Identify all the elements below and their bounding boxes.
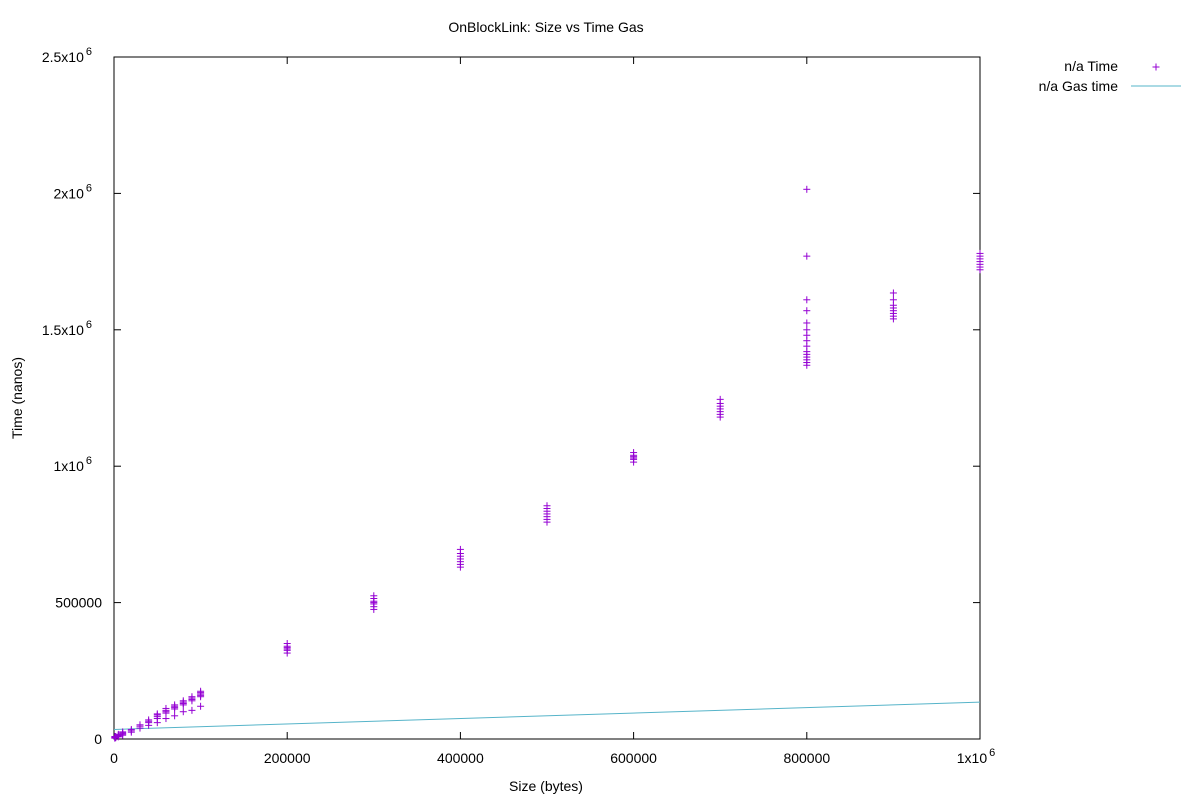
series-gas-time	[113, 701, 981, 730]
x-tick-label: 400000	[437, 750, 484, 766]
data-point	[188, 706, 196, 714]
y-tick-label: 0	[94, 731, 102, 747]
legend-marker-time	[1152, 63, 1160, 71]
y-tick-label: 1.5x10 6	[42, 319, 92, 338]
data-point	[370, 592, 378, 600]
data-point	[153, 710, 161, 718]
x-tick-label: 1x10 6	[957, 747, 995, 766]
data-point	[162, 704, 170, 712]
data-point	[197, 687, 205, 695]
data-point	[803, 296, 811, 304]
x-axis: 0 200000 400000 600000 800000 1x10 6	[110, 57, 995, 766]
y-axis-label: Time (nanos)	[9, 357, 25, 439]
data-point	[543, 502, 551, 510]
data-point	[145, 716, 153, 724]
legend-label-time: n/a Time	[1064, 58, 1118, 74]
y-axis: 0 500000 1x10 6 1.5x10 6 2x10 6 2.5x10 6	[42, 46, 980, 747]
y-tick-label: 1x10 6	[54, 455, 92, 474]
plot-frame	[113, 56, 981, 740]
data-point	[136, 721, 144, 729]
data-point	[803, 319, 811, 327]
data-point	[197, 702, 205, 710]
data-point	[803, 307, 811, 315]
data-point	[179, 708, 187, 716]
x-tick-label: 600000	[610, 750, 657, 766]
chart-title: OnBlockLink: Size vs Time Gas	[448, 19, 643, 35]
data-point	[889, 289, 897, 297]
data-point	[803, 252, 811, 260]
data-point	[803, 326, 811, 334]
legend: n/a Time n/a Gas time	[1039, 58, 1181, 94]
series-time	[111, 185, 984, 742]
data-point	[716, 395, 724, 403]
data-point	[630, 449, 638, 457]
legend-plus-marker	[1152, 63, 1160, 71]
data-point	[283, 640, 291, 648]
data-point	[171, 712, 179, 720]
y-tick-label: 2x10 6	[54, 182, 92, 201]
x-tick-label: 200000	[264, 750, 311, 766]
gas-time-line	[113, 701, 981, 730]
data-point	[171, 701, 179, 709]
data-point	[127, 725, 135, 733]
data-point	[188, 693, 196, 701]
data-point	[179, 697, 187, 705]
data-point	[119, 728, 127, 736]
legend-label-gas-time: n/a Gas time	[1039, 78, 1119, 94]
x-tick-label: 800000	[783, 750, 830, 766]
data-point	[456, 545, 464, 553]
data-point	[803, 185, 811, 193]
data-point	[889, 296, 897, 304]
y-tick-label: 2.5x10 6	[42, 46, 92, 65]
x-tick-label: 0	[110, 750, 118, 766]
data-point	[976, 249, 984, 257]
x-axis-label: Size (bytes)	[509, 778, 583, 794]
y-tick-label: 500000	[55, 595, 102, 611]
